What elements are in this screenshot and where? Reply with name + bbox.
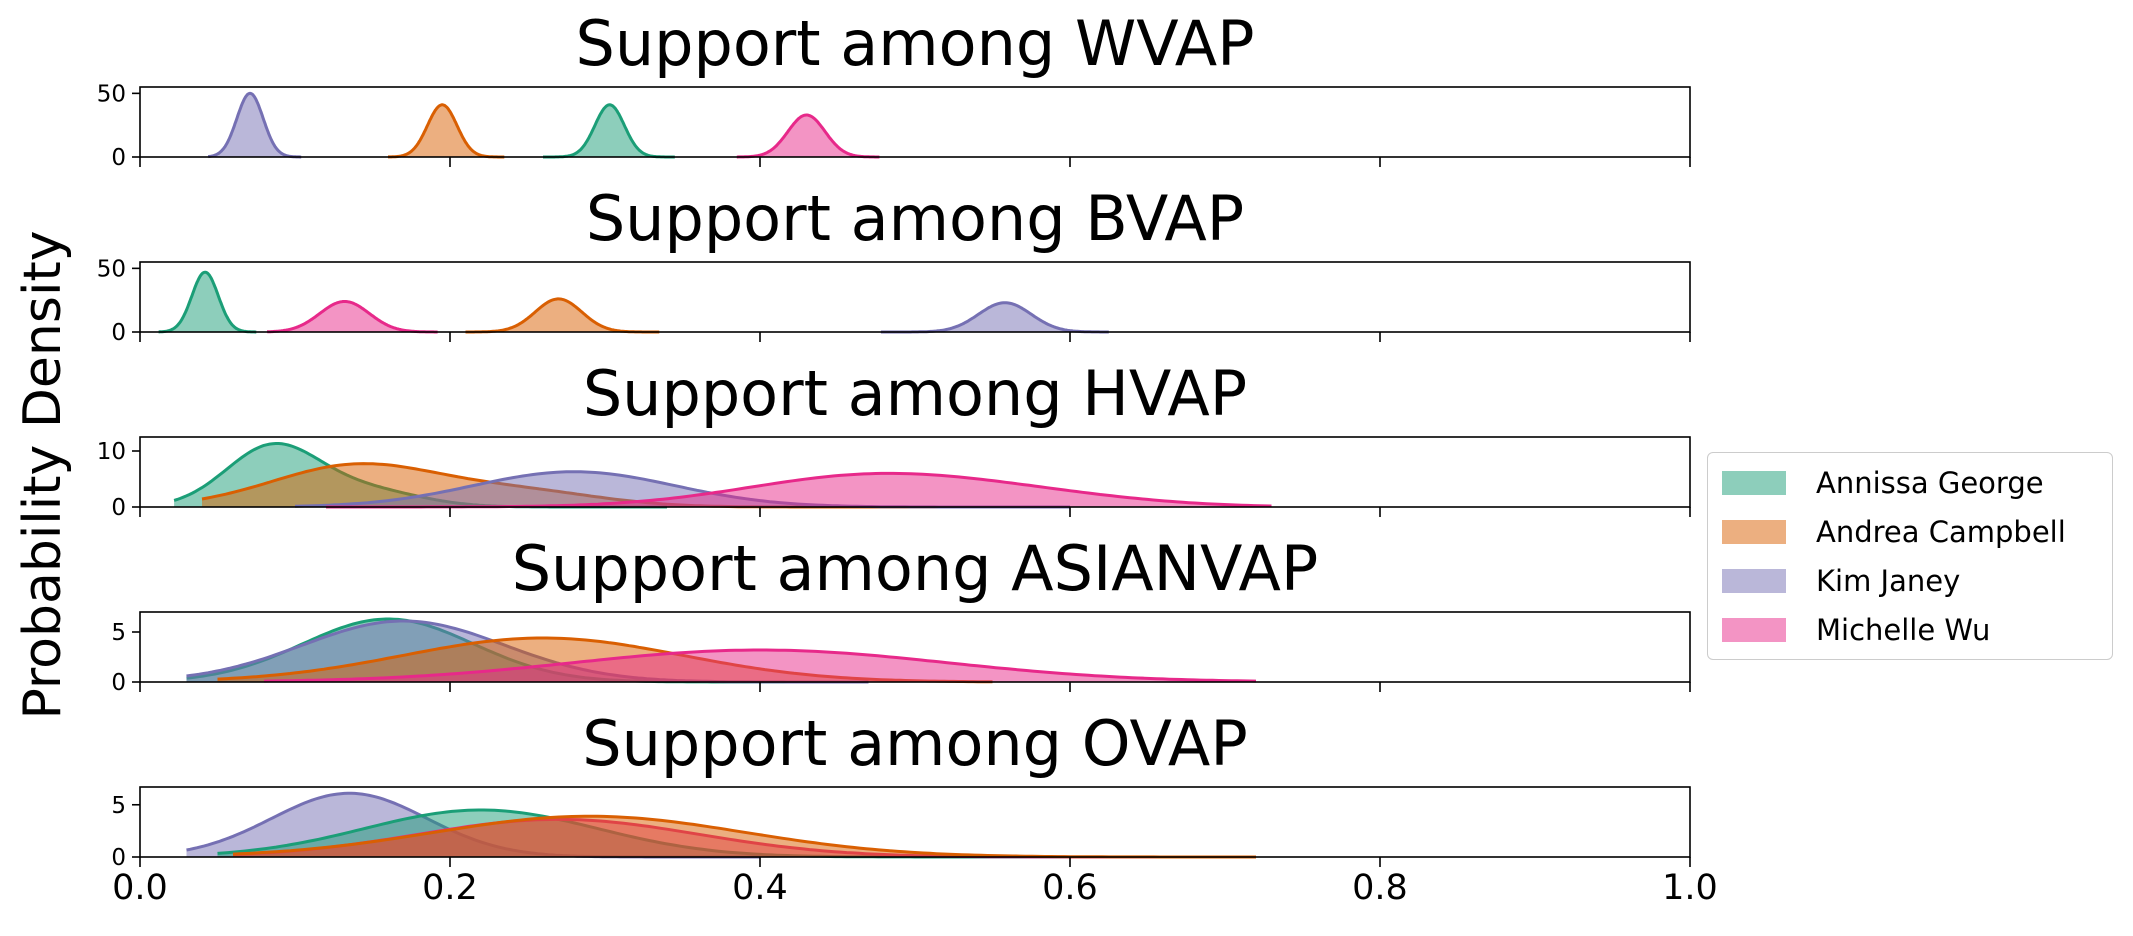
y-tick-label: 50 — [97, 81, 126, 107]
panel-title: Support among BVAP — [586, 182, 1244, 255]
density-area-andrea-campbell — [233, 816, 1256, 857]
legend-label: Kim Janey — [1816, 564, 1961, 598]
x-tick-label: 0.8 — [1352, 868, 1408, 908]
y-tick-label: 50 — [97, 256, 126, 282]
legend-item: Kim Janey — [1718, 563, 1960, 599]
density-area-michelle-wu — [326, 473, 1272, 507]
panel-title: Support among ASIANVAP — [512, 532, 1319, 605]
axes-frame — [139, 786, 1691, 858]
legend-label: Michelle Wu — [1816, 613, 1991, 647]
density-area-andrea-campbell — [388, 104, 505, 157]
x-tick-label: 0.6 — [1042, 868, 1098, 908]
axes-frame — [139, 436, 1691, 508]
panel-3: Support among HVAP 0 10 — [97, 357, 1691, 521]
density-area-andrea-campbell — [202, 463, 962, 507]
legend: Annissa George Andrea Campbell Kim Janey Mi… — [1707, 452, 2113, 660]
density-line-michelle-wu — [736, 113, 880, 159]
x-tick-label: 0.2 — [422, 868, 478, 908]
panel-4: Support among ASIANVAP 0 5 — [111, 532, 1691, 696]
legend-swatch — [1722, 520, 1786, 544]
x-tick-label: 0.0 — [112, 868, 168, 908]
legend-item: Michelle Wu — [1718, 612, 1990, 648]
legend-label: Andrea Campbell — [1816, 515, 2066, 549]
panel-title: Support among OVAP — [582, 707, 1247, 780]
density-area-michelle-wu — [264, 650, 1256, 682]
panel-2: Support among BVAP 0 50 — [97, 182, 1691, 346]
density-area-kim-janey — [880, 302, 1109, 332]
density-area-kim-janey — [295, 471, 1070, 507]
y-tick-label: 0 — [111, 495, 126, 521]
panel-title: Support among HVAP — [583, 357, 1247, 430]
x-tick-label: 1.0 — [1662, 868, 1718, 908]
density-line-annissa-george — [158, 270, 257, 334]
legend-item: Andrea Campbell — [1718, 514, 2066, 550]
density-line-kim-janey — [207, 91, 302, 159]
legend-label: Annissa George — [1816, 466, 2044, 500]
y-tick-label: 10 — [97, 439, 126, 465]
legend-swatch — [1722, 618, 1786, 642]
panel-1: Support among WVAP 0 50 — [97, 7, 1691, 171]
density-line-michelle-wu — [263, 648, 1257, 683]
y-axis-label: Probability Density — [13, 230, 73, 719]
y-tick-label: 0 — [111, 845, 126, 871]
y-tick-label: 0 — [111, 670, 126, 696]
density-area-andrea-campbell — [465, 298, 660, 332]
axes-frame — [139, 261, 1691, 333]
density-line-michelle-wu — [266, 300, 438, 334]
panel-title: Support among WVAP — [575, 7, 1254, 80]
density-area-annissa-george — [158, 272, 257, 332]
density-area-kim-janey — [208, 93, 302, 157]
y-tick-label: 5 — [111, 620, 126, 646]
y-tick-label: 5 — [111, 793, 126, 819]
density-area-annissa-george — [543, 104, 675, 157]
axes-frame — [139, 611, 1691, 683]
density-area-michelle-wu — [736, 115, 880, 157]
x-tick-label: 0.4 — [732, 868, 788, 908]
legend-swatch — [1722, 471, 1786, 495]
axes-frame — [139, 86, 1691, 158]
y-tick-label: 0 — [111, 145, 126, 171]
legend-item: Annissa George — [1718, 465, 2044, 501]
panel-5: Support among OVAP 0 5 0.0 0.2 0.4 0.6 0.8 1.0 — [111, 707, 1717, 908]
legend-swatch — [1722, 569, 1786, 593]
density-area-michelle-wu — [267, 301, 438, 332]
y-tick-label: 0 — [111, 320, 126, 346]
